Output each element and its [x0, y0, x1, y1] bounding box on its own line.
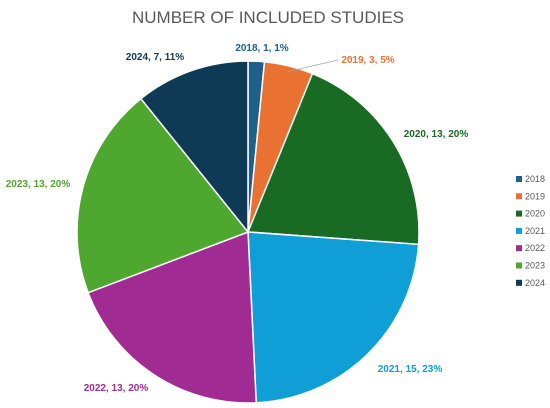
- data-labels: 2018, 1, 1% 2019, 3, 5% 2020, 13, 20% 2021,…: [6, 43, 469, 394]
- legend-swatch-2022: [516, 245, 522, 252]
- data-label-2020: 2020, 13, 20%: [404, 129, 469, 140]
- chart-title: NUMBER OF INCLUDED STUDIES: [132, 8, 404, 27]
- leader-line-2019: [287, 59, 339, 73]
- pie-slice-2023: [76, 97, 250, 294]
- legend-label-2020: 2020: [525, 209, 545, 219]
- legend-swatch-2020: [516, 210, 522, 217]
- legend-swatch-2021: [516, 227, 522, 234]
- data-label-2018: 2018, 1, 1%: [235, 43, 288, 54]
- legend: 2018 2019 2020 2021 2022 2023 2024: [516, 174, 545, 288]
- leader-lines: [287, 59, 339, 73]
- legend-label-2023: 2023: [525, 261, 545, 271]
- pie-slice-2022: [87, 230, 258, 404]
- legend-label-2019: 2019: [525, 191, 545, 201]
- data-label-2023: 2023, 13, 20%: [6, 179, 71, 190]
- legend-swatch-2018: [516, 176, 522, 182]
- data-label-2024: 2024, 7, 11%: [126, 52, 184, 63]
- data-label-2019: 2019, 3, 5%: [341, 55, 394, 66]
- data-label-2022: 2022, 13, 20%: [84, 383, 149, 394]
- legend-label-2021: 2021: [525, 226, 545, 236]
- pie-slice-2020: [246, 72, 420, 246]
- legend-swatch-2023: [516, 262, 522, 269]
- legend-label-2018: 2018: [525, 174, 545, 184]
- legend-label-2024: 2024: [525, 278, 545, 288]
- data-label-2021: 2021, 15, 23%: [378, 364, 443, 375]
- pie-slices: [76, 60, 420, 404]
- pie-slice-2024: [139, 60, 249, 235]
- legend-swatch-2019: [516, 193, 522, 200]
- legend-swatch-2024: [516, 279, 522, 286]
- pie-slice-2021: [247, 231, 420, 404]
- legend-label-2022: 2022: [525, 243, 545, 253]
